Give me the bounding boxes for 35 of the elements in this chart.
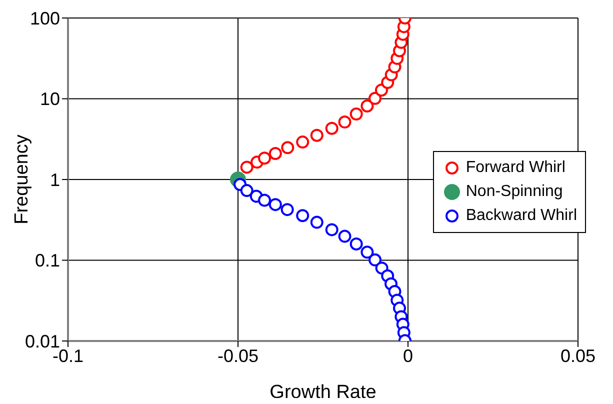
point <box>325 122 338 135</box>
point <box>325 223 338 236</box>
point <box>368 253 382 266</box>
point <box>368 92 382 105</box>
point <box>258 152 272 165</box>
point <box>240 184 254 198</box>
legend-label: Backward Whirl <box>466 207 577 225</box>
point <box>268 146 282 160</box>
legend-label: Non-Spinning <box>466 183 563 201</box>
point <box>268 198 282 212</box>
y-tick-label: 10 <box>40 89 60 110</box>
point <box>338 116 352 129</box>
point <box>296 209 310 222</box>
point <box>258 194 272 207</box>
y-axis-title: Frequency <box>12 134 33 224</box>
point <box>310 216 324 229</box>
point <box>240 160 254 174</box>
legend-label: Forward Whirl <box>466 159 566 177</box>
point <box>310 128 324 142</box>
x-tick-label: 0 <box>402 346 414 366</box>
y-tick-label: 0.1 <box>34 250 60 271</box>
point <box>296 136 310 149</box>
y-tick-label: 1 <box>50 170 60 190</box>
point <box>281 141 294 154</box>
x-tick-label: 0.05 <box>560 346 596 366</box>
y-tick-label: 0.01 <box>24 331 60 352</box>
point <box>338 230 352 243</box>
point <box>350 108 363 121</box>
point <box>360 99 374 112</box>
point <box>360 246 374 259</box>
y-tick-label: 100 <box>30 8 60 28</box>
point <box>350 237 363 250</box>
x-axis-title: Growth Rate <box>270 382 376 403</box>
point <box>280 203 294 216</box>
x-tick-label: -0.05 <box>217 346 259 366</box>
